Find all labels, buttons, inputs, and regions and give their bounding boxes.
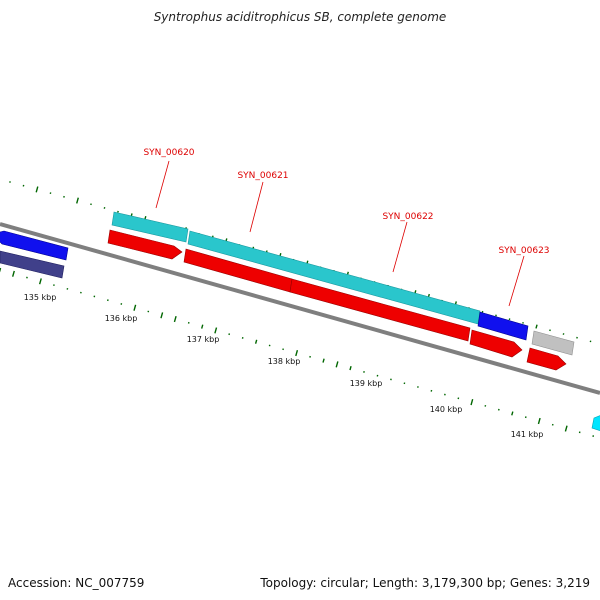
gene-label-syn-00623[interactable]: SYN_00623	[498, 246, 549, 256]
gc-outer-mark-5	[76, 197, 79, 204]
gene-feature-teal-2[interactable]	[187, 230, 481, 325]
map-title: Syntrophus aciditrophicus SB, complete g…	[153, 10, 447, 24]
gc-inner-mark-25	[335, 361, 339, 368]
gc-inner-mark-22	[295, 349, 299, 357]
genome-summary-text: Topology: circular; Length: 3,179,300 bp…	[260, 576, 590, 590]
accession-text: Accession: NC_007759	[8, 576, 145, 590]
cds-red-5[interactable]	[526, 347, 567, 371]
genome-backbone	[0, 222, 600, 395]
gc-inner-mark-24	[322, 358, 325, 363]
gene-feature-grey[interactable]	[531, 330, 575, 356]
gene-label-syn-00621[interactable]: SYN_00621	[237, 171, 288, 181]
tick-label-139kbp: 139 kbp	[350, 379, 383, 388]
gene-feature-cyan-edge[interactable]	[591, 414, 600, 432]
gene-feature-navy-left[interactable]	[0, 250, 65, 279]
gc-inner-mark-13	[173, 315, 177, 323]
gc-inner-mark-0	[0, 267, 2, 273]
gc-track-inner	[0, 267, 595, 438]
gc-inner-mark-3	[38, 278, 42, 285]
cds-red-3[interactable]	[289, 278, 471, 342]
tick-label-138kbp: 138 kbp	[268, 357, 301, 366]
gc-inner-mark-1	[11, 270, 15, 277]
tick-label-137kbp: 137 kbp	[187, 335, 220, 344]
leader-line-syn-00623	[508, 255, 525, 307]
gc-inner-mark-26	[349, 366, 352, 371]
tick-label-135kbp: 135 kbp	[24, 293, 57, 302]
gc-inner-mark-40	[537, 417, 541, 425]
cds-red-1[interactable]	[107, 229, 183, 260]
gene-feature-blue-left[interactable]	[0, 230, 69, 261]
leader-line-syn-00622	[392, 221, 408, 273]
tick-label-136kbp: 136 kbp	[105, 314, 138, 323]
gc-inner-mark-15	[201, 324, 204, 329]
gc-inner-mark-42	[564, 425, 568, 432]
gc-inner-mark-35	[470, 399, 474, 406]
leader-line-syn-00620	[155, 160, 170, 209]
gc-inner-mark-10	[133, 304, 137, 311]
gene-feature-teal-1[interactable]	[111, 211, 189, 243]
tick-label-140kbp: 140 kbp	[430, 405, 463, 414]
gc-inner-mark-38	[511, 411, 514, 416]
gc-outer-mark-39	[535, 324, 538, 329]
leader-line-syn-00621	[249, 181, 264, 233]
gene-label-syn-00622[interactable]: SYN_00622	[382, 212, 433, 222]
gc-inner-mark-12	[160, 312, 164, 319]
cds-red-4[interactable]	[469, 329, 523, 358]
gene-label-syn-00620[interactable]: SYN_00620	[143, 148, 194, 158]
gene-feature-blue-1[interactable]	[477, 311, 529, 341]
gc-inner-mark-16	[214, 327, 218, 334]
gc-outer-mark-2	[35, 186, 39, 193]
tick-label-141kbp: 141 kbp	[511, 430, 544, 439]
gc-inner-mark-19	[254, 339, 258, 344]
